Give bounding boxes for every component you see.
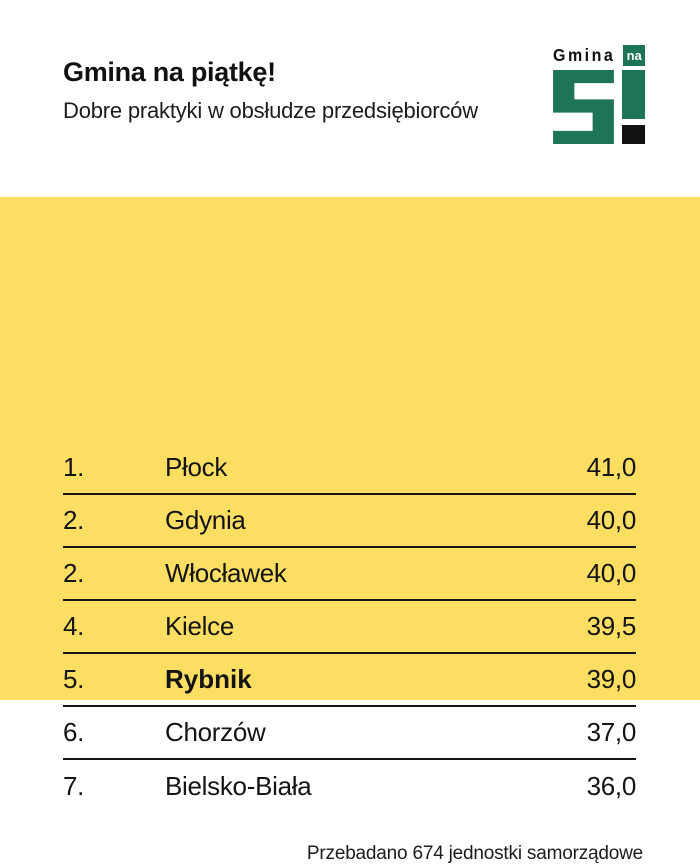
table-row: 1. Płock 41,0 bbox=[63, 442, 636, 495]
rank-cell: 7. bbox=[63, 771, 85, 801]
ranking-table: 1. Płock 41,0 2. Gdynia 40,0 2. Włocławek 40,0 4.… bbox=[63, 442, 636, 813]
score-cell: 40,0 bbox=[586, 505, 637, 535]
score-cell: 37,0 bbox=[586, 717, 637, 747]
gmina-na-5-logo: Gmina na bbox=[553, 45, 645, 144]
city-cell: Kielce bbox=[165, 611, 235, 641]
rank-cell: 2. bbox=[63, 505, 85, 535]
city-cell: Bielsko-Biała bbox=[165, 771, 312, 801]
header-section: Gmina na piątkę! Dobre praktyki w obsłud… bbox=[0, 0, 700, 197]
page-subtitle: Dobre praktyki w obsłudze przedsiębiorcó… bbox=[63, 98, 478, 123]
table-row: 2. Włocławek 40,0 bbox=[63, 548, 636, 601]
city-cell: Płock bbox=[165, 452, 228, 482]
logo-five-digit-icon bbox=[553, 70, 614, 144]
table-row: 5. Rybnik 39,0 bbox=[63, 654, 636, 707]
page-title: Gmina na piątkę! bbox=[63, 57, 276, 87]
logo-word-gmina: Gmina bbox=[553, 47, 616, 66]
survey-footnote: Przebadano 674 jednostki samorządowe bbox=[306, 843, 643, 864]
rank-cell: 1. bbox=[63, 452, 85, 482]
city-cell: Włocławek bbox=[165, 558, 287, 588]
table-row: 4. Kielce 39,5 bbox=[63, 601, 636, 654]
yellow-panel: 1. Płock 41,0 2. Gdynia 40,0 2. Włocławek 40,0 4.… bbox=[0, 197, 700, 864]
score-cell: 39,0 bbox=[586, 664, 637, 694]
rank-cell: 6. bbox=[63, 717, 85, 747]
logo-na-block: na bbox=[623, 45, 645, 66]
table-row: 2. Gdynia 40,0 bbox=[63, 495, 636, 548]
exclamation-bar bbox=[622, 70, 645, 119]
score-cell: 39,5 bbox=[586, 611, 637, 641]
city-cell: Gdynia bbox=[165, 505, 246, 535]
logo-exclamation-icon bbox=[622, 70, 645, 144]
logo-top-row: Gmina na bbox=[553, 45, 645, 66]
city-cell: Chorzów bbox=[165, 717, 266, 747]
rank-cell: 5. bbox=[63, 664, 85, 694]
rank-cell: 2. bbox=[63, 558, 85, 588]
table-row: 6. Chorzów 37,0 bbox=[63, 707, 636, 760]
score-cell: 40,0 bbox=[586, 558, 637, 588]
score-cell: 36,0 bbox=[586, 771, 637, 801]
score-cell: 41,0 bbox=[586, 452, 637, 482]
city-cell: Rybnik bbox=[165, 664, 252, 694]
exclamation-dot bbox=[622, 125, 645, 144]
logo-bottom-row bbox=[553, 70, 645, 144]
rank-cell: 4. bbox=[63, 611, 85, 641]
table-row: 7. Bielsko-Biała 36,0 bbox=[63, 760, 636, 813]
